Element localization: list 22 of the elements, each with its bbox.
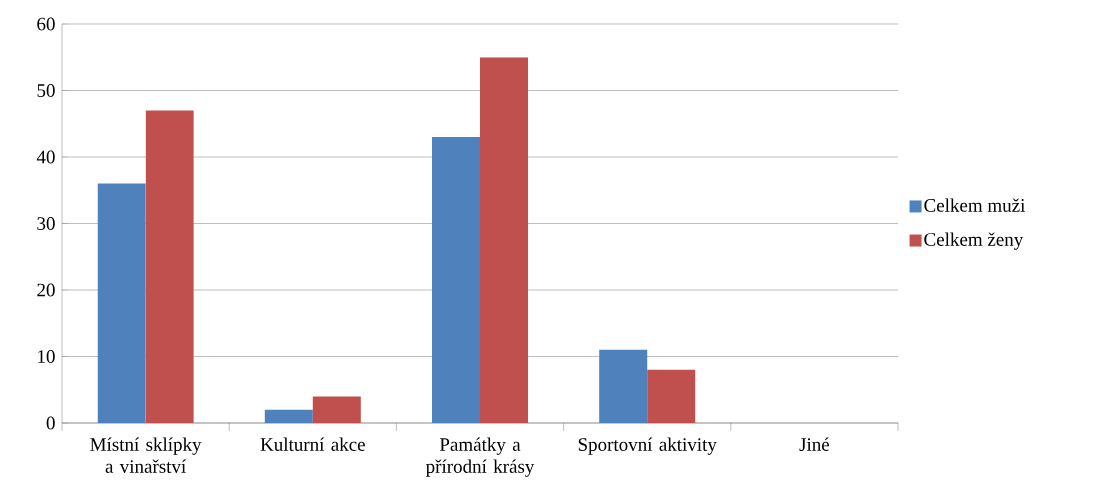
y-tick-label: 20 (37, 283, 55, 297)
bar (647, 369, 696, 423)
bar (264, 409, 313, 423)
y-tick-label: 30 (37, 217, 55, 230)
legend-label: Celkem muži (924, 198, 1026, 212)
x-tick-label: Místní sklípky a vinařství (90, 437, 202, 473)
bar (312, 396, 361, 423)
bar (97, 183, 146, 423)
bar (145, 110, 194, 423)
x-tick-label: Památky a přírodní krásy (425, 437, 535, 477)
bar (432, 137, 481, 423)
y-tick-label: 0 (46, 416, 55, 430)
y-tick-label: 60 (37, 17, 55, 31)
y-tick-label: 10 (38, 350, 55, 363)
y-tick-label: 50 (37, 84, 55, 97)
bar (480, 57, 529, 423)
legend-label: Celkem ženy (924, 232, 1024, 250)
bar (599, 349, 648, 423)
x-tick-label: Sportovní aktivity (578, 437, 717, 455)
x-tick-label: Jiné (799, 437, 830, 451)
y-tick-label: 40 (36, 150, 55, 164)
x-tick-label: Kulturní akce (260, 437, 365, 451)
